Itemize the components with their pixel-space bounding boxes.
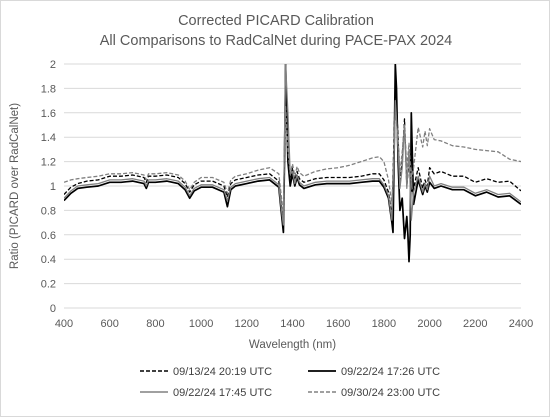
x-tick-label: 600 — [101, 318, 119, 330]
y-tick-label: 2 — [50, 59, 56, 71]
x-tick-label: 2000 — [417, 318, 441, 330]
y-tick-label: 0 — [50, 303, 56, 315]
legend-label: 09/30/24 23:00 UTC — [341, 387, 440, 399]
x-tick-label: 1800 — [372, 318, 396, 330]
y-tick-label: 0.2 — [41, 279, 56, 291]
gridlines — [64, 63, 521, 309]
series-lines — [64, 64, 521, 263]
y-tick-label: 1.6 — [41, 108, 56, 120]
series-line-4 — [64, 106, 521, 215]
chart-title: Corrected PICARD Calibration — [178, 13, 374, 29]
series-line-2 — [64, 64, 521, 263]
x-tick-label: 1400 — [280, 318, 304, 330]
y-tick-label: 1 — [50, 181, 56, 193]
y-tick-label: 1.4 — [41, 132, 56, 144]
legend: 09/13/24 20:19 UTC 09/22/24 17:26 UTC 09/2… — [140, 366, 440, 399]
y-tick-label: 0.6 — [41, 230, 56, 242]
y-tick-label: 0.4 — [41, 254, 56, 266]
x-tick-label: 1000 — [189, 318, 213, 330]
chart-subtitle: All Comparisons to RadCalNet during PACE… — [99, 33, 453, 49]
series-line-1 — [64, 93, 521, 224]
x-tick-label: 1200 — [235, 318, 259, 330]
x-tick-label: 400 — [55, 318, 73, 330]
legend-label: 09/13/24 20:19 UTC — [173, 366, 272, 378]
legend-label: 09/22/24 17:45 UTC — [173, 387, 272, 399]
legend-label: 09/22/24 17:26 UTC — [341, 366, 440, 378]
x-tick-label: 800 — [146, 318, 164, 330]
x-tick-label: 1600 — [326, 318, 350, 330]
y-tick-label: 0.8 — [41, 205, 56, 217]
y-tick-label: 1.8 — [41, 83, 56, 95]
x-axis-label: Wavelength (nm) — [249, 339, 336, 351]
y-tick-label: 1.2 — [41, 157, 56, 169]
x-tick-label: 2400 — [509, 318, 533, 330]
y-axis-label: Ratio (PICARD over RadCalNet) — [9, 103, 21, 269]
x-tick-label: 2200 — [463, 318, 487, 330]
series-line-3 — [64, 64, 521, 226]
